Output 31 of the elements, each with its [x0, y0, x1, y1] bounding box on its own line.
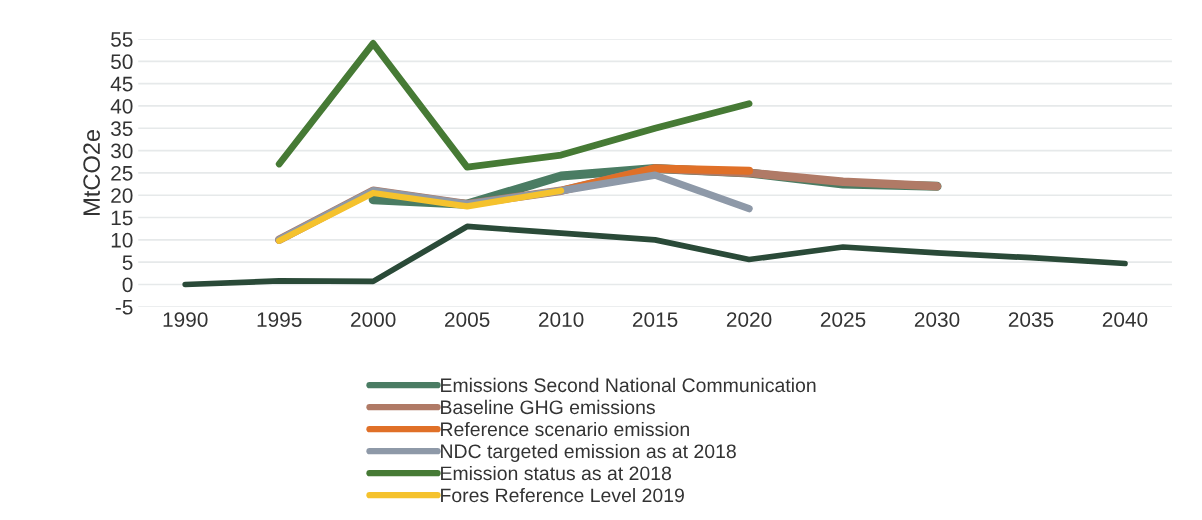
x-tick-label: 2000 — [351, 312, 396, 327]
x-tick-label: 2010 — [538, 312, 584, 327]
x-tick-label: 2015 — [632, 312, 678, 327]
y-axis-title: MtCO2e — [83, 129, 100, 215]
legend-label: NDC targeted emission as at 2018 — [441, 443, 736, 463]
x-tick-label: 2020 — [726, 312, 772, 327]
legend-label: Reference scenario emission — [441, 421, 689, 437]
x-tick-label: 1990 — [163, 312, 208, 327]
x-tick-label: 2030 — [914, 312, 960, 327]
y-tick-label: 55 — [111, 32, 133, 47]
x-tick-label: 1995 — [257, 312, 302, 327]
y-tick-label: 30 — [110, 143, 133, 159]
y-tick-label: -5 — [115, 300, 133, 315]
y-tick-label: 40 — [110, 98, 133, 114]
legend-label: Emission status as at 2018 — [441, 465, 672, 481]
y-tick-label: 0 — [122, 277, 133, 293]
legend-label: Baseline GHG emissions — [441, 399, 655, 415]
y-tick-label: 35 — [110, 121, 133, 137]
y-tick-label: 25 — [111, 165, 133, 181]
legend-label: Fores Reference Level 2019 — [441, 487, 684, 503]
y-tick-label: 50 — [111, 54, 133, 70]
y-tick-label: 20 — [111, 188, 133, 203]
y-tick-label: 45 — [110, 76, 133, 92]
x-tick-label: 2035 — [1008, 312, 1054, 327]
y-tick-label: 10 — [111, 232, 133, 248]
x-tick-label: 2040 — [1102, 312, 1148, 327]
legend-label: Emissions Second National Communication — [441, 377, 816, 393]
y-tick-label: 5 — [122, 255, 133, 270]
x-tick-label: 2025 — [820, 312, 866, 327]
y-tick-label: 15 — [111, 210, 133, 226]
x-tick-label: 2005 — [445, 312, 490, 327]
